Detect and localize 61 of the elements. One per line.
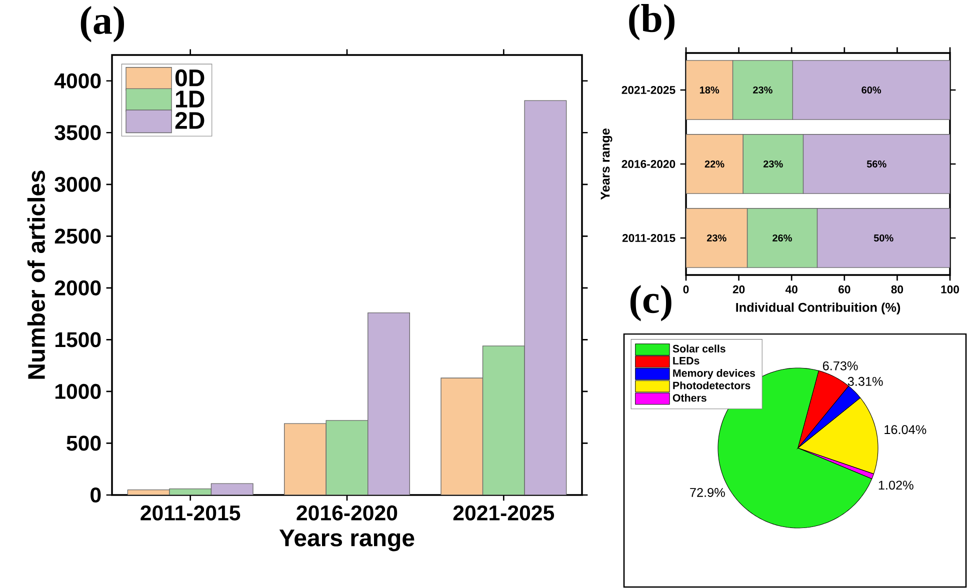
data-label: 23%: [763, 160, 783, 168]
x-tick-label: 40: [785, 285, 798, 294]
data-label: 16.04%: [884, 425, 926, 434]
y-tick-label: 2000: [54, 280, 101, 296]
data-label: 1.02%: [878, 480, 914, 490]
y-tick-label: 2021-2025: [622, 86, 676, 94]
data-label: 3.31%: [848, 376, 883, 386]
y-tick-label: 2011-2015: [622, 234, 676, 242]
bar: [368, 312, 410, 495]
legend-label: 2D: [175, 112, 204, 129]
y-axis-title: Years range: [600, 128, 612, 200]
legend-label: LEDs: [673, 357, 700, 364]
y-tick-label: 500: [66, 436, 101, 451]
x-tick-label: 2021-2025: [453, 505, 554, 520]
legend-label: Memory devices: [673, 369, 756, 379]
y-tick-label: 3500: [54, 125, 101, 140]
data-label: 23%: [753, 86, 772, 94]
bar: [211, 484, 254, 495]
data-label: 50%: [874, 234, 894, 242]
x-tick-label: 2011-2015: [140, 505, 240, 520]
x-tick-label: 60: [838, 285, 850, 294]
y-tick-label: 2016-2020: [622, 160, 676, 168]
bar: [524, 100, 567, 495]
y-tick-label: 2500: [54, 228, 101, 244]
bar: [686, 134, 744, 194]
x-axis-title: Years range: [279, 530, 414, 552]
x-axis-title: Individual Contribuition (%): [736, 302, 900, 314]
legend-label: 1D: [176, 90, 204, 108]
legend-label: Photodetectors: [673, 381, 750, 390]
data-label: 72.9%: [690, 488, 725, 497]
legend-label: Solar cells: [672, 344, 726, 352]
data-label: 6.73%: [822, 361, 858, 370]
y-tick-label: 1000: [55, 384, 101, 400]
data-label: 56%: [866, 160, 886, 168]
bar: [686, 60, 734, 120]
data-label: 26%: [772, 234, 792, 242]
bar: [802, 134, 950, 194]
data-label: 22%: [704, 160, 724, 168]
y-tick-label: 3000: [54, 176, 101, 192]
x-tick-label: 100: [941, 285, 959, 294]
chart-title: (c): [630, 285, 672, 322]
legend-label: Others: [672, 394, 706, 402]
x-tick-label: 80: [891, 285, 904, 294]
data-label: 23%: [706, 234, 726, 242]
data-label: 60%: [862, 86, 882, 94]
x-tick-label: 0: [683, 285, 689, 294]
bar: [326, 420, 368, 495]
bar: [792, 60, 950, 120]
y-axis-title: Number of articles: [27, 170, 45, 379]
bar: [816, 208, 950, 268]
chart-title: (a): [80, 6, 124, 42]
legend-label: 0D: [175, 69, 204, 86]
data-label: 18%: [700, 86, 720, 94]
y-tick-label: 4000: [54, 73, 101, 88]
chart-title: (b): [629, 4, 674, 40]
y-tick-label: 1500: [55, 332, 101, 348]
x-tick-label: 2016-2020: [296, 505, 398, 520]
bar: [686, 208, 748, 268]
y-tick-label: 0: [90, 487, 101, 503]
x-tick-label: 20: [732, 285, 745, 294]
bar: [482, 346, 525, 495]
